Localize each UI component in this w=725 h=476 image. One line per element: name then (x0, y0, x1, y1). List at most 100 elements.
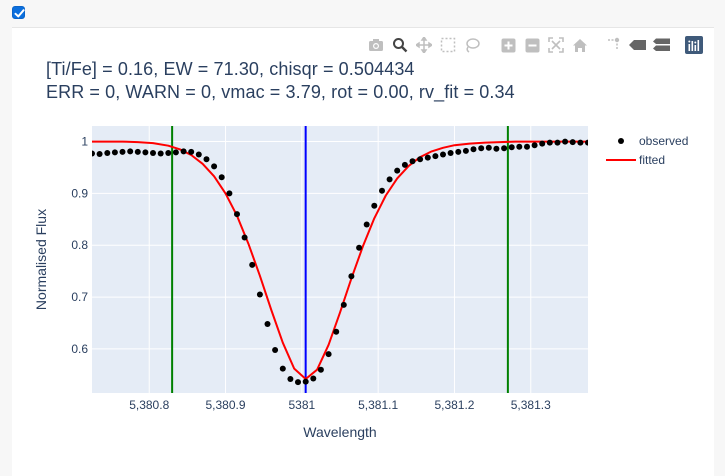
observed-point (546, 139, 553, 146)
observed-point (371, 202, 378, 209)
observed-point (111, 149, 118, 156)
y-tick-label: 0.6 (71, 342, 88, 356)
observed-point (188, 148, 195, 155)
x-tick-label: 5381 (288, 398, 315, 412)
zoom-icon[interactable] (390, 36, 410, 54)
observed-point (287, 376, 294, 382)
observed-point (234, 211, 240, 218)
autoscale-icon[interactable] (546, 36, 566, 54)
observed-point (554, 139, 561, 146)
plot-area[interactable]: 5,380.8 5,380.9 5381 5,381.1 5,381.2 5,381.3 0… (12, 28, 714, 476)
observed-point (577, 139, 584, 146)
observed-point (241, 234, 248, 241)
observed-point (264, 321, 271, 327)
observed-point (524, 143, 530, 150)
observed-point (531, 142, 538, 149)
chart-title-line-1: [Ti/Fe] = 0.16, EW = 71.30, chisqr = 0.5… (46, 59, 415, 79)
observed-point (317, 366, 324, 373)
observed-point (447, 150, 454, 156)
plot-panel: [Ti/Fe] = 0.16, EW = 71.30, chisqr = 0.5… (12, 27, 714, 476)
observed-point (516, 143, 523, 150)
hover-compare-icon[interactable] (652, 36, 672, 54)
observed-point (424, 154, 431, 161)
y-tick-label: 0.8 (71, 238, 88, 252)
x-axis-title: Wavelength (303, 424, 376, 440)
observed-point (203, 156, 210, 163)
observed-point (325, 351, 332, 358)
pan-icon[interactable] (414, 36, 434, 54)
observed-point (302, 378, 309, 385)
y-tick-label: 0.9 (71, 186, 88, 200)
observed-point (348, 273, 355, 280)
observed-point (394, 167, 401, 174)
zoom-out-icon[interactable] (522, 36, 542, 54)
observed-point (195, 151, 202, 158)
chart-title-line-2: ERR = 0, WARN = 0, vmac = 3.79, rot = 0.… (46, 82, 515, 102)
observed-point (432, 153, 439, 160)
observed-point (478, 145, 485, 152)
observed-point (501, 145, 508, 152)
legend-fitted-label[interactable]: fitted (639, 153, 665, 167)
observed-point (455, 148, 462, 155)
x-tick-label: 5,380.8 (129, 398, 169, 412)
observed-point (226, 190, 233, 197)
x-tick-label: 5,381.1 (358, 398, 398, 412)
observed-point (142, 149, 149, 156)
x-tick-label: 5,381.2 (434, 398, 474, 412)
observed-point (172, 149, 179, 156)
box-select-icon[interactable] (438, 36, 458, 54)
y-axis-title: Normalised Flux (33, 209, 49, 310)
observed-point (134, 148, 141, 155)
observed-point (562, 138, 569, 145)
observed-point (440, 151, 446, 158)
show-plot-checkbox[interactable] (12, 6, 25, 19)
observed-point (340, 301, 347, 308)
observed-point (409, 158, 416, 165)
observed-point (363, 221, 370, 228)
observed-point (249, 261, 256, 268)
zoom-in-icon[interactable] (498, 36, 518, 54)
observed-point (104, 150, 111, 156)
observed-point (272, 347, 279, 353)
observed-point (386, 176, 393, 183)
observed-point (401, 161, 408, 168)
observed-point (157, 150, 164, 157)
hover-closest-icon[interactable] (628, 36, 648, 54)
lasso-icon[interactable] (462, 36, 482, 54)
observed-point (508, 144, 515, 151)
legend-observed-marker[interactable] (618, 138, 624, 144)
checkmark-icon (14, 9, 25, 18)
plotly-logo-icon[interactable] (684, 36, 704, 54)
observed-point (310, 375, 317, 382)
observed-point (462, 147, 469, 154)
y-tick-label: 1 (81, 135, 88, 149)
observed-point (585, 139, 588, 146)
x-tick-label: 5,381.3 (511, 398, 551, 412)
plot-series-group (92, 126, 588, 393)
camera-icon[interactable] (366, 36, 386, 54)
observed-point (119, 148, 126, 155)
observed-point (356, 244, 363, 251)
observed-point (485, 144, 492, 151)
modebar (366, 36, 704, 54)
home-icon[interactable] (570, 36, 590, 54)
observed-point (493, 145, 500, 152)
y-tick-label: 0.7 (71, 290, 88, 304)
observed-point (180, 148, 187, 155)
plot-background (92, 126, 588, 393)
observed-point (256, 291, 263, 298)
observed-point (92, 150, 95, 157)
legend-observed-label[interactable]: observed (639, 134, 688, 148)
observed-point (539, 140, 546, 147)
observed-point (333, 328, 340, 335)
observed-point (470, 146, 477, 153)
observed-point (379, 187, 385, 194)
spike-lines-icon[interactable] (604, 36, 624, 54)
observed-point (569, 139, 576, 146)
observed-point (127, 148, 134, 155)
observed-point (165, 150, 172, 156)
observed-point (417, 156, 424, 163)
observed-point (150, 150, 156, 156)
observed-point (279, 365, 286, 372)
x-tick-label: 5,380.9 (206, 398, 246, 412)
